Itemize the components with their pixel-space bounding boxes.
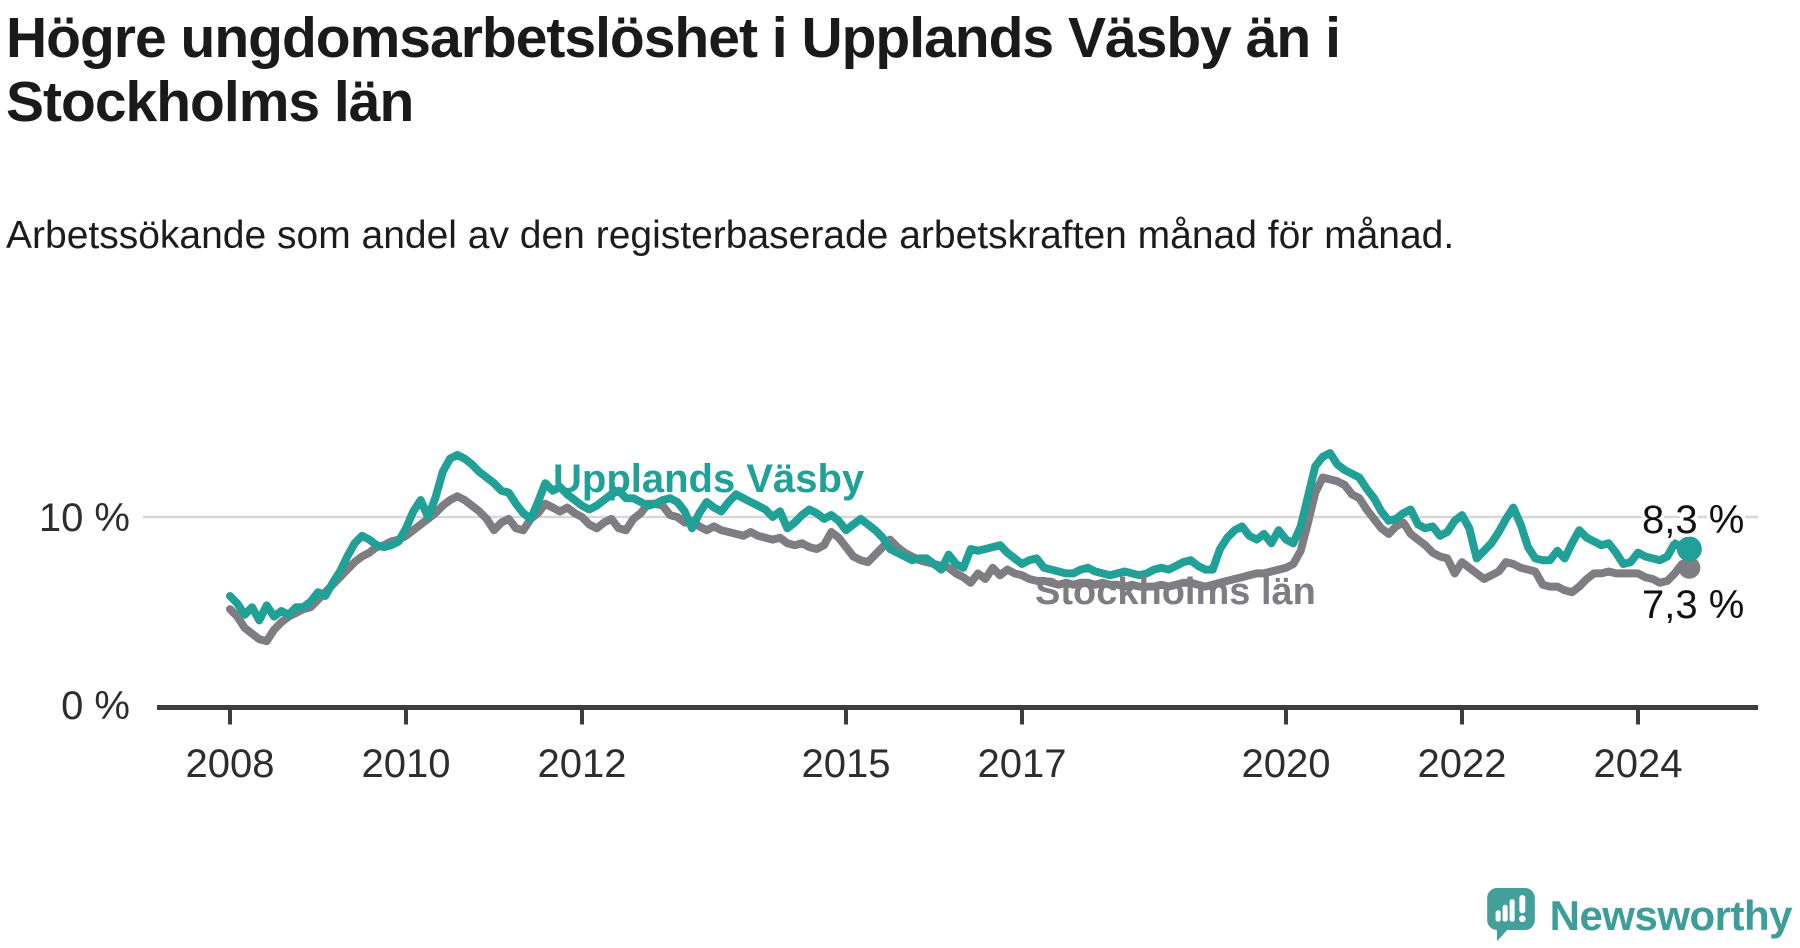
chart-subtitle: Arbetssökande som andel av den registerb… (6, 214, 1455, 257)
end-value-label-stockholms-lan: 7,3 % (1642, 583, 1744, 627)
y-axis-label-0: 0 % (61, 684, 130, 728)
newsworthy-logo-text: Newsworthy (1549, 892, 1793, 939)
newsworthy-logo-icon (1486, 888, 1535, 942)
data-series (226, 449, 1702, 646)
page-title: Högre ungdomsarbetslöshet i Upplands Väs… (6, 6, 1341, 135)
x-axis (157, 705, 1758, 725)
svg-text:2015: 2015 (802, 742, 891, 786)
svg-text:2010: 2010 (362, 742, 451, 786)
svg-text:2024: 2024 (1594, 742, 1683, 786)
x-axis-tick-labels: 2008 2010 2012 2015 2017 2020 2022 2024 (186, 742, 1683, 786)
svg-text:2017: 2017 (978, 742, 1067, 786)
svg-text:2020: 2020 (1242, 742, 1331, 786)
svg-text:2022: 2022 (1418, 742, 1507, 786)
series-label-upplands-vasby: Upplands Väsby (553, 457, 865, 501)
y-axis-label-10: 10 % (39, 496, 130, 540)
svg-text:2012: 2012 (538, 742, 627, 786)
end-value-label-upplands-vasby: 8,3 % (1642, 498, 1744, 542)
series-label-stockholms-lan: Stockholms län (1035, 571, 1316, 613)
newsworthy-logo: Newsworthy (1486, 888, 1793, 944)
svg-text:2008: 2008 (186, 742, 275, 786)
